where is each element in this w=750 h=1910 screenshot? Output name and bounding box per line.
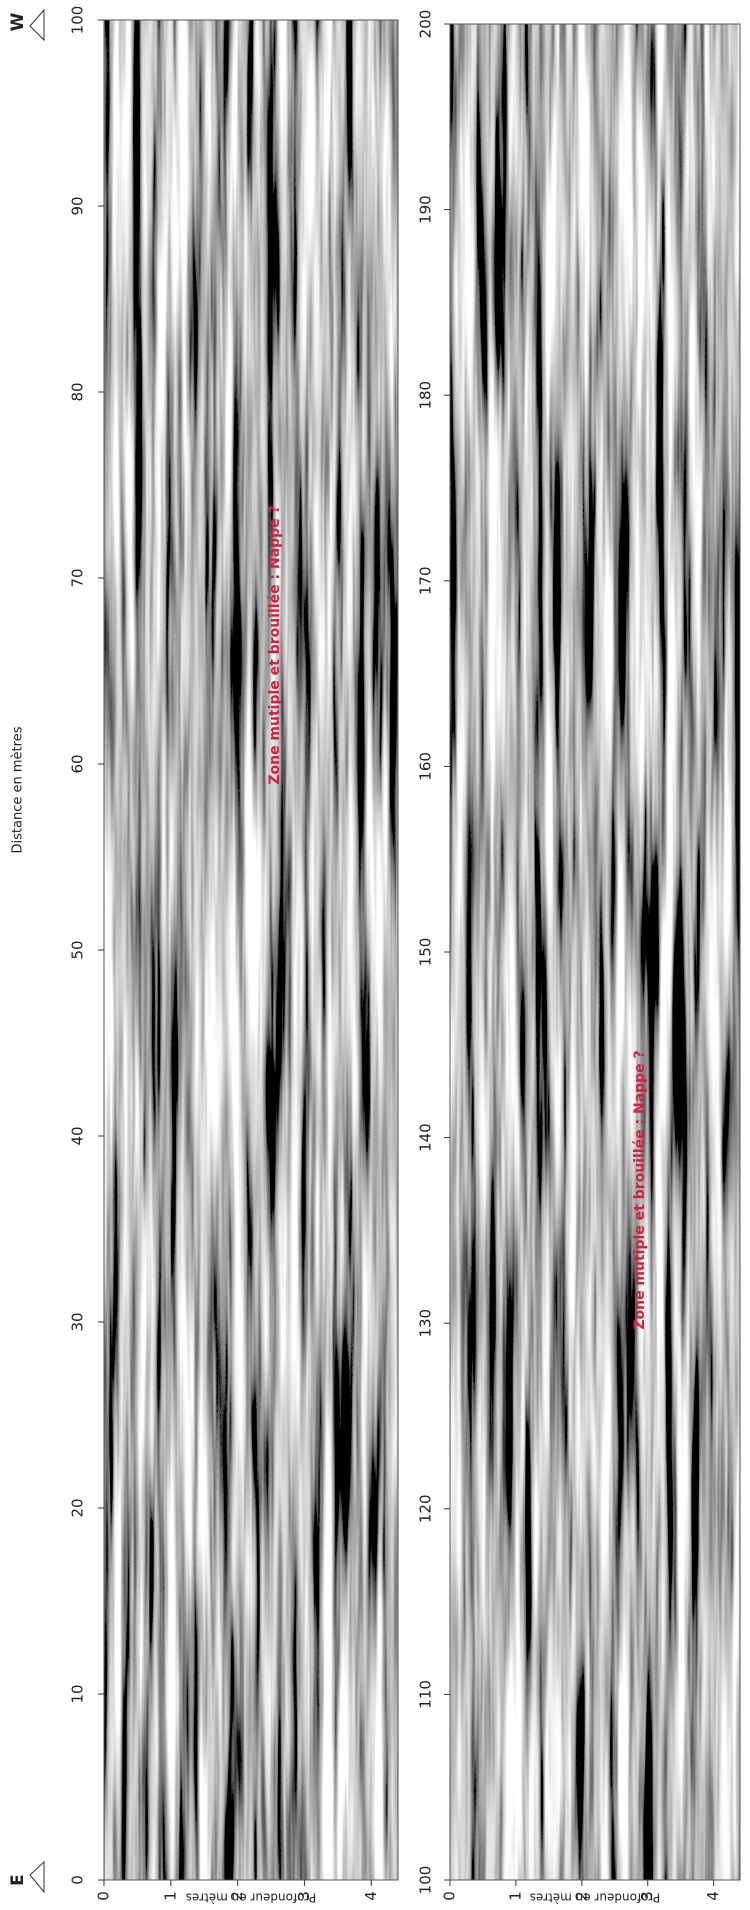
distance-tick-label: 180 (417, 381, 435, 410)
distance-tick-label: 120 (417, 1494, 435, 1523)
distance-tick-label: 40 (69, 1126, 87, 1145)
distance-tick-label: 130 (417, 1309, 435, 1338)
distance-tick-label: 10 (69, 1684, 87, 1703)
distance-tick-label: 50 (69, 940, 87, 959)
distance-tick-label: 70 (69, 568, 87, 587)
annotation: Zone mutiple et brouillée : Nappe ? (632, 1050, 648, 1329)
distance-tick-label: 170 (417, 566, 435, 595)
depth-tick-label: 4 (362, 1891, 380, 1901)
distance-tick-label: 60 (69, 754, 87, 773)
direction-arrow (29, 8, 45, 42)
distance-tick-label: 0 (69, 1875, 87, 1885)
distance-tick-label: 200 (417, 10, 435, 39)
distance-tick-label: 30 (69, 1312, 87, 1331)
depth-tick-label: 2 (572, 1891, 590, 1901)
depth-tick-label: 3 (638, 1891, 656, 1901)
depth-tick-label: 1 (161, 1891, 179, 1901)
distance-tick-label: 110 (417, 1680, 435, 1709)
distance-tick-label: 20 (69, 1498, 87, 1517)
depth-tick-label: 4 (704, 1891, 722, 1901)
annotation: Zone mutiple et brouillée : Nappe ? (267, 505, 283, 784)
direction-arrow (29, 1860, 45, 1894)
axis-title: Profondeur en mètres (530, 1891, 660, 1905)
distance-tick-label: 190 (417, 195, 435, 224)
depth-tick-label: 2 (228, 1891, 246, 1901)
depth-tick-label: 0 (95, 1891, 113, 1901)
distance-tick-label: 90 (69, 196, 87, 215)
distance-tick-label: 140 (417, 1123, 435, 1152)
distance-tick-label: 100 (69, 6, 87, 35)
depth-tick-label: 0 (441, 1891, 459, 1901)
distance-tick-label: 100 (417, 1866, 435, 1895)
distance-tick-label: 160 (417, 752, 435, 781)
distance-tick-label: 150 (417, 938, 435, 967)
depth-tick-label: 1 (506, 1891, 524, 1901)
depth-tick-label: 3 (295, 1891, 313, 1901)
direction-label: E (8, 1874, 28, 1886)
distance-tick-label: 80 (69, 382, 87, 401)
radargram-1 (104, 20, 398, 1880)
direction-label: W (8, 12, 28, 31)
axis-title: Profondeur en mètres (186, 1891, 316, 1905)
axis-title: Distance en mètres (11, 726, 26, 853)
radargram-2 (450, 24, 740, 1880)
